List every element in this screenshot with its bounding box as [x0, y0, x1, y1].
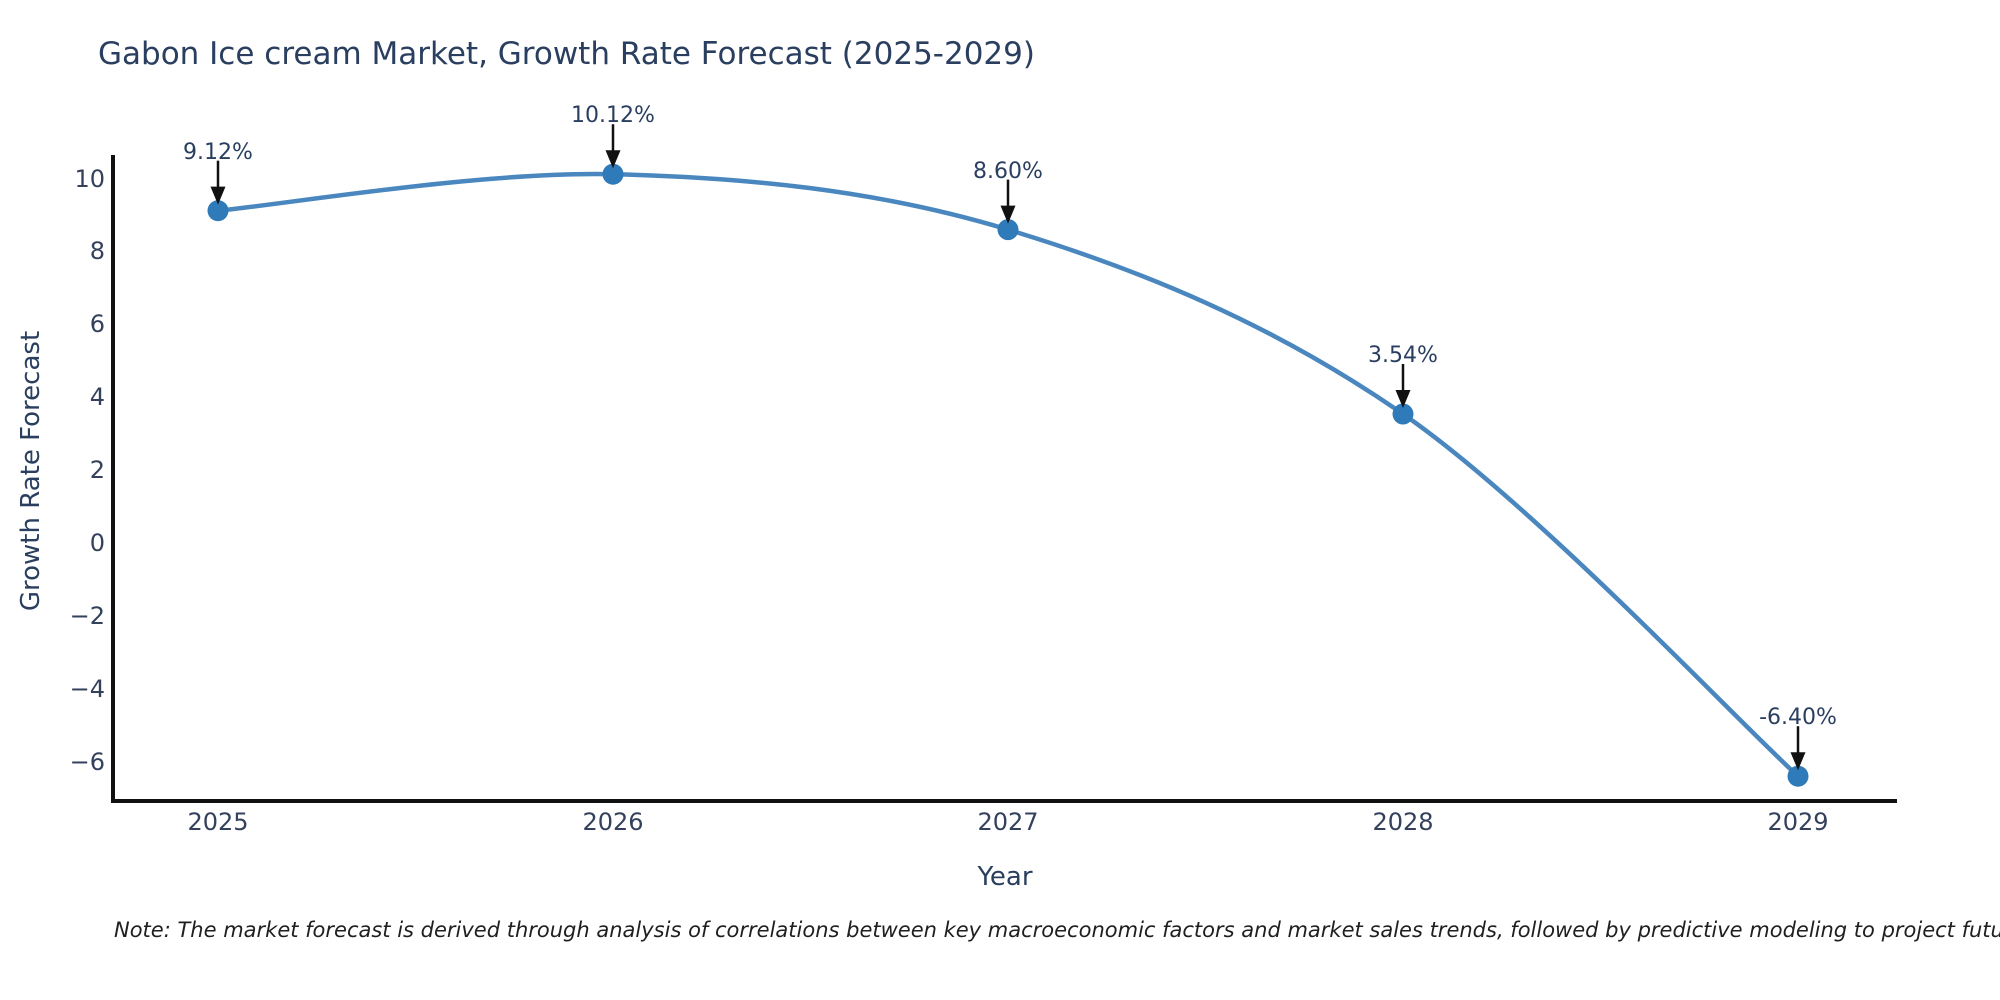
annotation-arrowhead-icon [1790, 752, 1806, 771]
data-point-value-label: 10.12% [571, 103, 655, 129]
x-tick-label: 2026 [582, 808, 644, 836]
y-tick-label: 6 [89, 310, 105, 339]
data-point-marker [602, 163, 624, 185]
forecast-line [215, 171, 1801, 779]
x-tick-label: 2029 [1767, 808, 1829, 836]
annotation-arrows [210, 124, 1806, 771]
data-point-value-label: 9.12% [183, 139, 253, 165]
y-tick-label: 8 [89, 237, 105, 266]
annotation-arrowhead-icon [210, 186, 226, 205]
y-tick-label: 10 [74, 164, 105, 193]
data-point-value-label: 3.54% [1368, 343, 1438, 368]
y-tick-label: 0 [89, 529, 105, 557]
annotation-arrowhead-icon [605, 150, 621, 169]
data-point-marker [997, 219, 1019, 241]
x-axis-title: Year [977, 862, 1033, 892]
data-point-value-label: -6.40% [1759, 705, 1837, 731]
y-tick-label: −6 [69, 747, 105, 776]
x-tick-label: 2027 [977, 808, 1039, 836]
data-point-marker [1392, 403, 1414, 425]
annotation-arrowhead-icon [1000, 205, 1016, 224]
y-tick-label: −2 [69, 601, 105, 630]
data-point-marker [207, 200, 229, 222]
chart-title: Gabon Ice cream Market, Growth Rate Fore… [98, 36, 1035, 72]
annotation-arrowhead-icon [1395, 390, 1411, 409]
x-tick-label: 2025 [187, 808, 249, 836]
data-point-value-label: 8.60% [973, 158, 1043, 184]
y-tick-label: 2 [89, 456, 105, 485]
data-point-markers [207, 163, 1809, 787]
y-tick-label: 4 [89, 383, 105, 412]
x-tick-label: 2028 [1372, 808, 1434, 836]
y-tick-label: −4 [69, 674, 105, 703]
x-axis-line [111, 799, 1897, 803]
data-point-marker [1787, 765, 1809, 787]
y-axis-line [111, 155, 115, 803]
footnote: Note: The market forecast is derived thr… [114, 918, 2000, 942]
